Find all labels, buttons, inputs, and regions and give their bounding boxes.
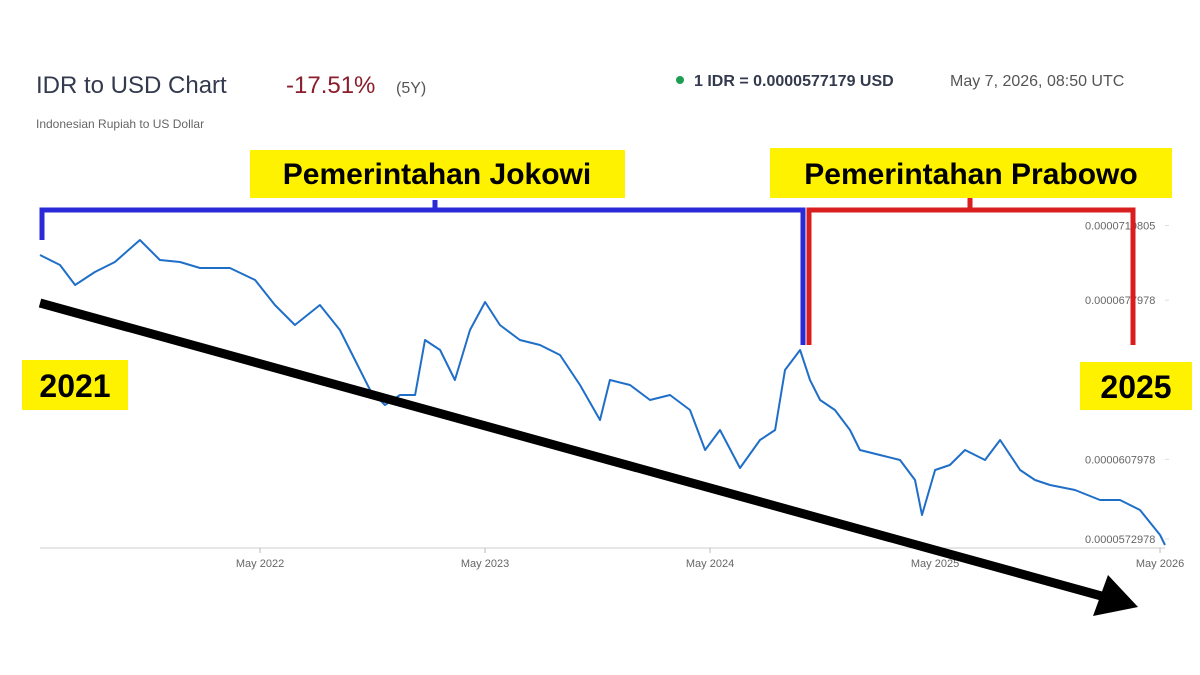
x-tick-label: May 2025 (911, 558, 959, 570)
annotation: 2021 (39, 368, 110, 404)
x-tick-label: May 2023 (461, 558, 509, 570)
arrow-head (1093, 575, 1138, 616)
x-tick-label: May 2024 (686, 558, 734, 570)
label-box (22, 360, 128, 410)
label-box (250, 150, 625, 198)
annotation: 2025 (1100, 369, 1171, 405)
price-line (39, 239, 1166, 546)
jokowi-bracket (39, 207, 806, 345)
y-tick-label: 0.0000607978 (1085, 454, 1155, 466)
period: (5Y) (396, 80, 426, 97)
timestamp: May 7, 2026, 08:50 UTC (950, 73, 1124, 90)
annotation: Pemerintahan Jokowi (283, 158, 591, 191)
rate: 1 IDR = 0.0000577179 USD (694, 73, 894, 90)
x-tick-label: May 2026 (1136, 558, 1184, 570)
chart-title: IDR to USD Chart (36, 72, 227, 99)
x-tick-label: May 2022 (236, 558, 284, 570)
annotation: Pemerintahan Prabowo (804, 158, 1137, 191)
y-tick-label: 0.0000572978 (1085, 534, 1155, 546)
trend-arrow (38, 298, 1107, 602)
label-box (1080, 362, 1192, 410)
change: -17.51% (286, 72, 375, 99)
y-tick-label: 0.0000677978 (1085, 295, 1155, 307)
label-box (770, 148, 1172, 198)
subtitle: Indonesian Rupiah to US Dollar (36, 117, 204, 131)
plot: May 2022 May 2023 May 2024 May 2025 May 2026… (39, 221, 1184, 570)
y-tick-label: 0.0000710805 (1085, 221, 1155, 233)
status-dot (676, 76, 684, 84)
